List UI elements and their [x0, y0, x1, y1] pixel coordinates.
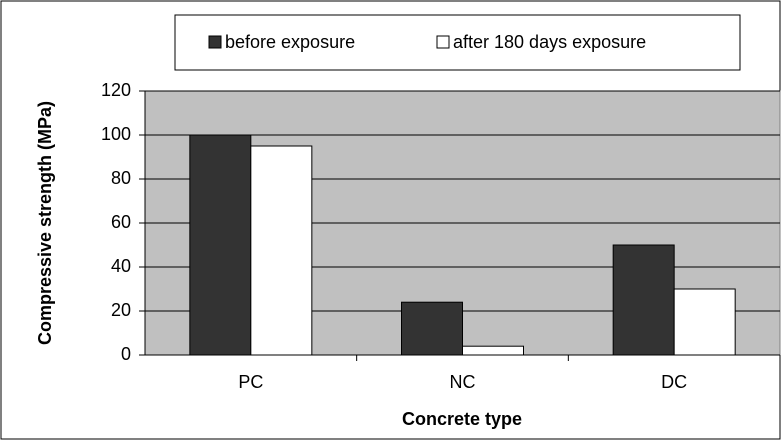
- bar: [673, 288, 736, 356]
- y-tick-label: 60: [111, 212, 131, 232]
- legend-label: after 180 days exposure: [453, 32, 646, 52]
- y-axis-title: Compressive strength (MPa): [35, 101, 55, 345]
- bar: [250, 145, 313, 356]
- x-tick-label: DC: [661, 372, 687, 392]
- bar: [401, 301, 463, 356]
- y-tick-label: 80: [111, 168, 131, 188]
- bar: [189, 134, 252, 356]
- x-axis-title: Concrete type: [402, 409, 522, 429]
- legend-box: [174, 14, 741, 71]
- legend-label: before exposure: [225, 32, 355, 52]
- bar: [462, 345, 524, 356]
- y-tick-label: 20: [111, 300, 131, 320]
- y-tick-label: 40: [111, 256, 131, 276]
- y-tick-label: 0: [121, 344, 131, 364]
- legend-marker: [208, 35, 222, 49]
- legend-marker: [436, 35, 450, 49]
- x-tick-label: NC: [450, 372, 476, 392]
- x-tick-label: PC: [238, 372, 263, 392]
- y-tick-label: 100: [101, 124, 131, 144]
- y-tick-label: 120: [101, 80, 131, 100]
- bar: [612, 244, 675, 356]
